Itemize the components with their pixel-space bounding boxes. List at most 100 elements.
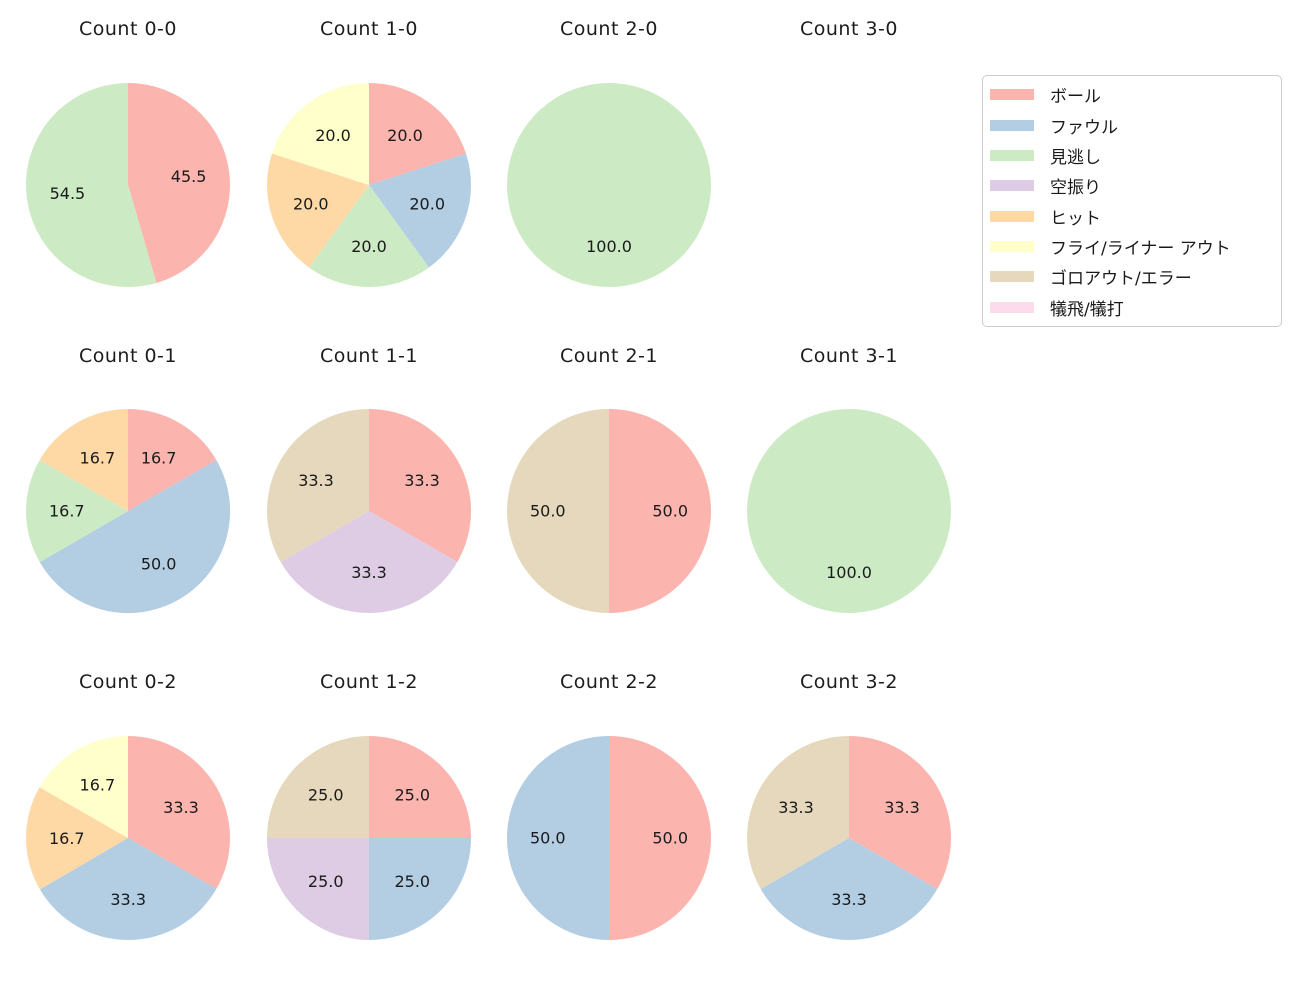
pie-slice-percent-hit: 20.0 <box>293 195 329 214</box>
pie-slice-percent-foul: 20.0 <box>409 195 445 214</box>
pie-slice-percent-called-strike: 16.7 <box>49 502 85 521</box>
legend-label-called-strike: 見逃し <box>1050 147 1101 168</box>
pie-chart-count-2-1: 50.0 50.0 <box>507 409 711 613</box>
chart-title-count-1-1: Count 1-1 <box>320 345 418 367</box>
pie-slice-percent-fly-liner-out: 16.7 <box>80 776 116 795</box>
pie-chart-count-2-2: 50.0 50.0 <box>507 736 711 940</box>
pie-slice-percent-hit: 16.7 <box>49 829 85 848</box>
pie-slice-swinging-strike <box>267 838 369 940</box>
pie-slice-percent-hit: 16.7 <box>80 449 116 468</box>
chart-title-count-1-2: Count 1-2 <box>320 671 418 693</box>
pie-slice-foul <box>760 838 938 940</box>
pie-slice-percent-swinging-strike: 25.0 <box>308 872 344 891</box>
chart-title-count-2-1: Count 2-1 <box>560 345 658 367</box>
pie-chart-count-1-0: 20.0 20.0 20.0 20.0 20.0 <box>266 83 472 287</box>
pie-slice-called-strike <box>747 409 951 613</box>
legend-label-fly-liner-out: フライ/ライナー アウト <box>1050 239 1231 260</box>
legend-label-hit: ヒット <box>1050 208 1101 229</box>
pie-chart-count-2-0: 100.0 <box>507 83 711 287</box>
pie-slice-percent-ball: 50.0 <box>652 829 688 848</box>
pie-slice-foul <box>369 153 472 268</box>
pie-slice-ball <box>369 83 467 185</box>
legend-label-ball: ボール <box>1050 87 1101 108</box>
pie-slice-percent-ball: 50.0 <box>652 502 688 521</box>
pie-slice-percent-ball: 20.0 <box>387 126 423 145</box>
pie-slice-groundout-error <box>747 736 849 889</box>
pie-slice-ball <box>849 736 951 889</box>
pie-slice-groundout-error <box>267 409 369 562</box>
pie-slice-percent-foul: 33.3 <box>831 890 867 909</box>
pie-slice-ball <box>128 409 217 511</box>
legend-label-sac-fly-bunt: 犠飛/犠打 <box>1050 299 1124 320</box>
pie-slice-percent-foul: 50.0 <box>141 555 177 574</box>
pie-chart-count-0-0: 45.5 54.5 <box>26 83 231 287</box>
pie-slice-foul <box>39 460 231 614</box>
pie-chart-count-3-2: 33.3 33.3 33.3 <box>747 736 951 940</box>
chart-title-count-0-0: Count 0-0 <box>79 18 177 40</box>
legend-item-ball: ボール <box>990 79 1273 109</box>
pie-slice-hit <box>26 787 128 890</box>
pie-slice-percent-groundout-error: 33.3 <box>778 798 814 817</box>
chart-title-count-1-0: Count 1-0 <box>320 18 418 40</box>
pie-slice-percent-foul: 50.0 <box>530 829 566 848</box>
legend-label-swinging-strike: 空振り <box>1050 178 1101 199</box>
pie-slice-percent-called-strike: 100.0 <box>826 563 872 582</box>
pie-slice-percent-groundout-error: 25.0 <box>308 785 344 804</box>
pie-slice-ball <box>128 83 231 283</box>
pie-slice-ball <box>128 736 230 889</box>
pie-chart-count-0-1: 16.7 50.0 16.7 16.7 <box>25 409 231 614</box>
pie-slice-foul <box>369 838 471 940</box>
pie-slice-fly-liner-out <box>39 736 128 838</box>
pie-chart-count-3-1: 100.0 <box>747 409 951 613</box>
pie-slice-percent-ball: 33.3 <box>404 471 440 490</box>
legend-item-fly-liner-out: フライ/ライナー アウト <box>990 231 1273 261</box>
pie-chart-count-0-2: 33.3 33.3 16.7 16.7 <box>26 736 230 940</box>
pie-slice-percent-groundout-error: 50.0 <box>530 502 566 521</box>
legend-item-hit: ヒット <box>990 201 1273 231</box>
legend-swatch-sac-fly-bunt <box>990 301 1034 313</box>
chart-title-count-2-0: Count 2-0 <box>560 18 658 40</box>
legend-swatch-fly-liner-out <box>990 241 1034 253</box>
pie-slice-percent-swinging-strike: 33.3 <box>351 563 387 582</box>
pie-slice-ball <box>609 409 711 613</box>
pie-slice-percent-groundout-error: 33.3 <box>298 471 334 490</box>
pie-slice-percent-called-strike: 100.0 <box>586 237 632 256</box>
pie-slice-percent-ball: 33.3 <box>163 798 199 817</box>
pie-slice-foul <box>507 736 609 940</box>
chart-title-count-3-1: Count 3-1 <box>800 345 898 367</box>
legend-swatch-swinging-strike <box>990 180 1034 192</box>
chart-title-count-2-2: Count 2-2 <box>560 671 658 693</box>
pie-slice-called-strike <box>507 83 711 287</box>
chart-title-count-0-1: Count 0-1 <box>79 345 177 367</box>
pie-slice-percent-ball: 45.5 <box>171 167 207 186</box>
legend-item-called-strike: 見逃し <box>990 140 1273 170</box>
legend-label-foul: ファウル <box>1050 117 1118 138</box>
pie-slice-ball <box>609 736 711 940</box>
pie-slice-percent-called-strike: 20.0 <box>351 237 387 256</box>
pie-slice-called-strike <box>309 185 429 287</box>
pie-slice-percent-ball: 33.3 <box>884 798 920 817</box>
legend-label-groundout-error: ゴロアウト/エラー <box>1050 269 1192 290</box>
pie-slice-called-strike <box>26 83 157 287</box>
pie-slice-ball <box>369 736 471 838</box>
pie-chart-count-1-2: 25.0 25.0 25.0 25.0 <box>267 736 471 940</box>
legend-swatch-groundout-error <box>990 271 1034 283</box>
legend-item-sac-fly-bunt: 犠飛/犠打 <box>990 292 1273 322</box>
pie-slice-percent-foul: 33.3 <box>110 890 146 909</box>
legend-swatch-called-strike <box>990 149 1034 161</box>
legend-item-foul: ファウル <box>990 110 1273 140</box>
pie-slice-hit <box>39 409 128 511</box>
pie-slice-percent-fly-liner-out: 20.0 <box>315 126 351 145</box>
pie-slice-foul <box>39 838 217 940</box>
pie-slice-hit <box>266 153 369 268</box>
legend-item-groundout-error: ゴロアウト/エラー <box>990 262 1273 292</box>
pie-slice-groundout-error <box>507 409 609 613</box>
pie-slice-fly-liner-out <box>271 83 369 185</box>
legend-swatch-hit <box>990 210 1034 222</box>
pie-slice-called-strike <box>25 460 129 563</box>
pie-slice-percent-ball: 16.7 <box>141 449 177 468</box>
pie-slice-percent-foul: 25.0 <box>394 872 430 891</box>
pie-chart-count-1-1: 33.3 33.3 33.3 <box>267 409 471 613</box>
pie-slice-percent-ball: 25.0 <box>394 785 430 804</box>
